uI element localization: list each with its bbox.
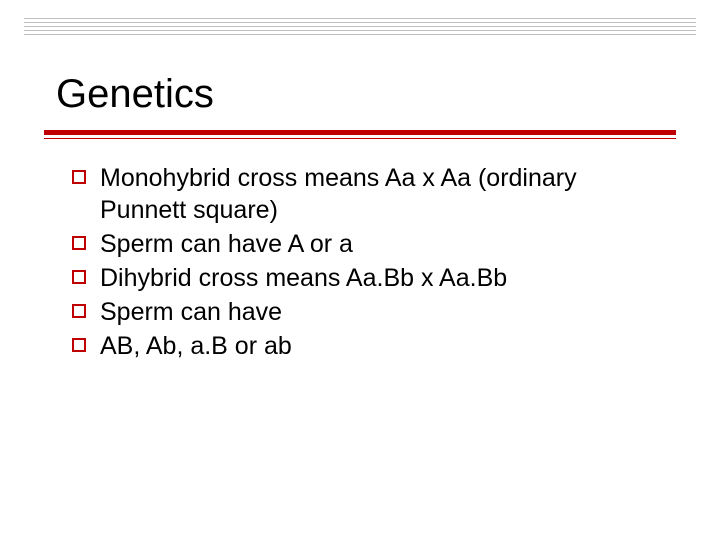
list-item: Sperm can have [72, 296, 660, 328]
list-item: Dihybrid cross means Aa.Bb x Aa.Bb [72, 262, 660, 294]
title-underline [44, 130, 676, 139]
slide: Genetics Monohybrid cross means Aa x Aa … [0, 0, 720, 540]
list-item: Sperm can have A or a [72, 228, 660, 260]
header-line [24, 34, 696, 35]
list-item-text: Sperm can have [100, 296, 282, 328]
slide-title: Genetics [56, 72, 214, 117]
header-divider-lines [24, 18, 696, 36]
list-item: AB, Ab, a.B or ab [72, 330, 660, 362]
list-item-text: Sperm can have A or a [100, 228, 353, 260]
list-item-text: Monohybrid cross means Aa x Aa (ordinary… [100, 162, 660, 226]
square-bullet-icon [72, 236, 86, 250]
square-bullet-icon [72, 170, 86, 184]
header-line [24, 26, 696, 27]
list-item-text: AB, Ab, a.B or ab [100, 330, 292, 362]
square-bullet-icon [72, 338, 86, 352]
square-bullet-icon [72, 270, 86, 284]
list-item-text: Dihybrid cross means Aa.Bb x Aa.Bb [100, 262, 507, 294]
header-line [24, 22, 696, 23]
content-area: Monohybrid cross means Aa x Aa (ordinary… [72, 162, 660, 364]
header-line [24, 30, 696, 31]
title-underline-thick [44, 130, 676, 135]
square-bullet-icon [72, 304, 86, 318]
title-underline-thin [44, 138, 676, 139]
header-line [24, 18, 696, 19]
list-item: Monohybrid cross means Aa x Aa (ordinary… [72, 162, 660, 226]
